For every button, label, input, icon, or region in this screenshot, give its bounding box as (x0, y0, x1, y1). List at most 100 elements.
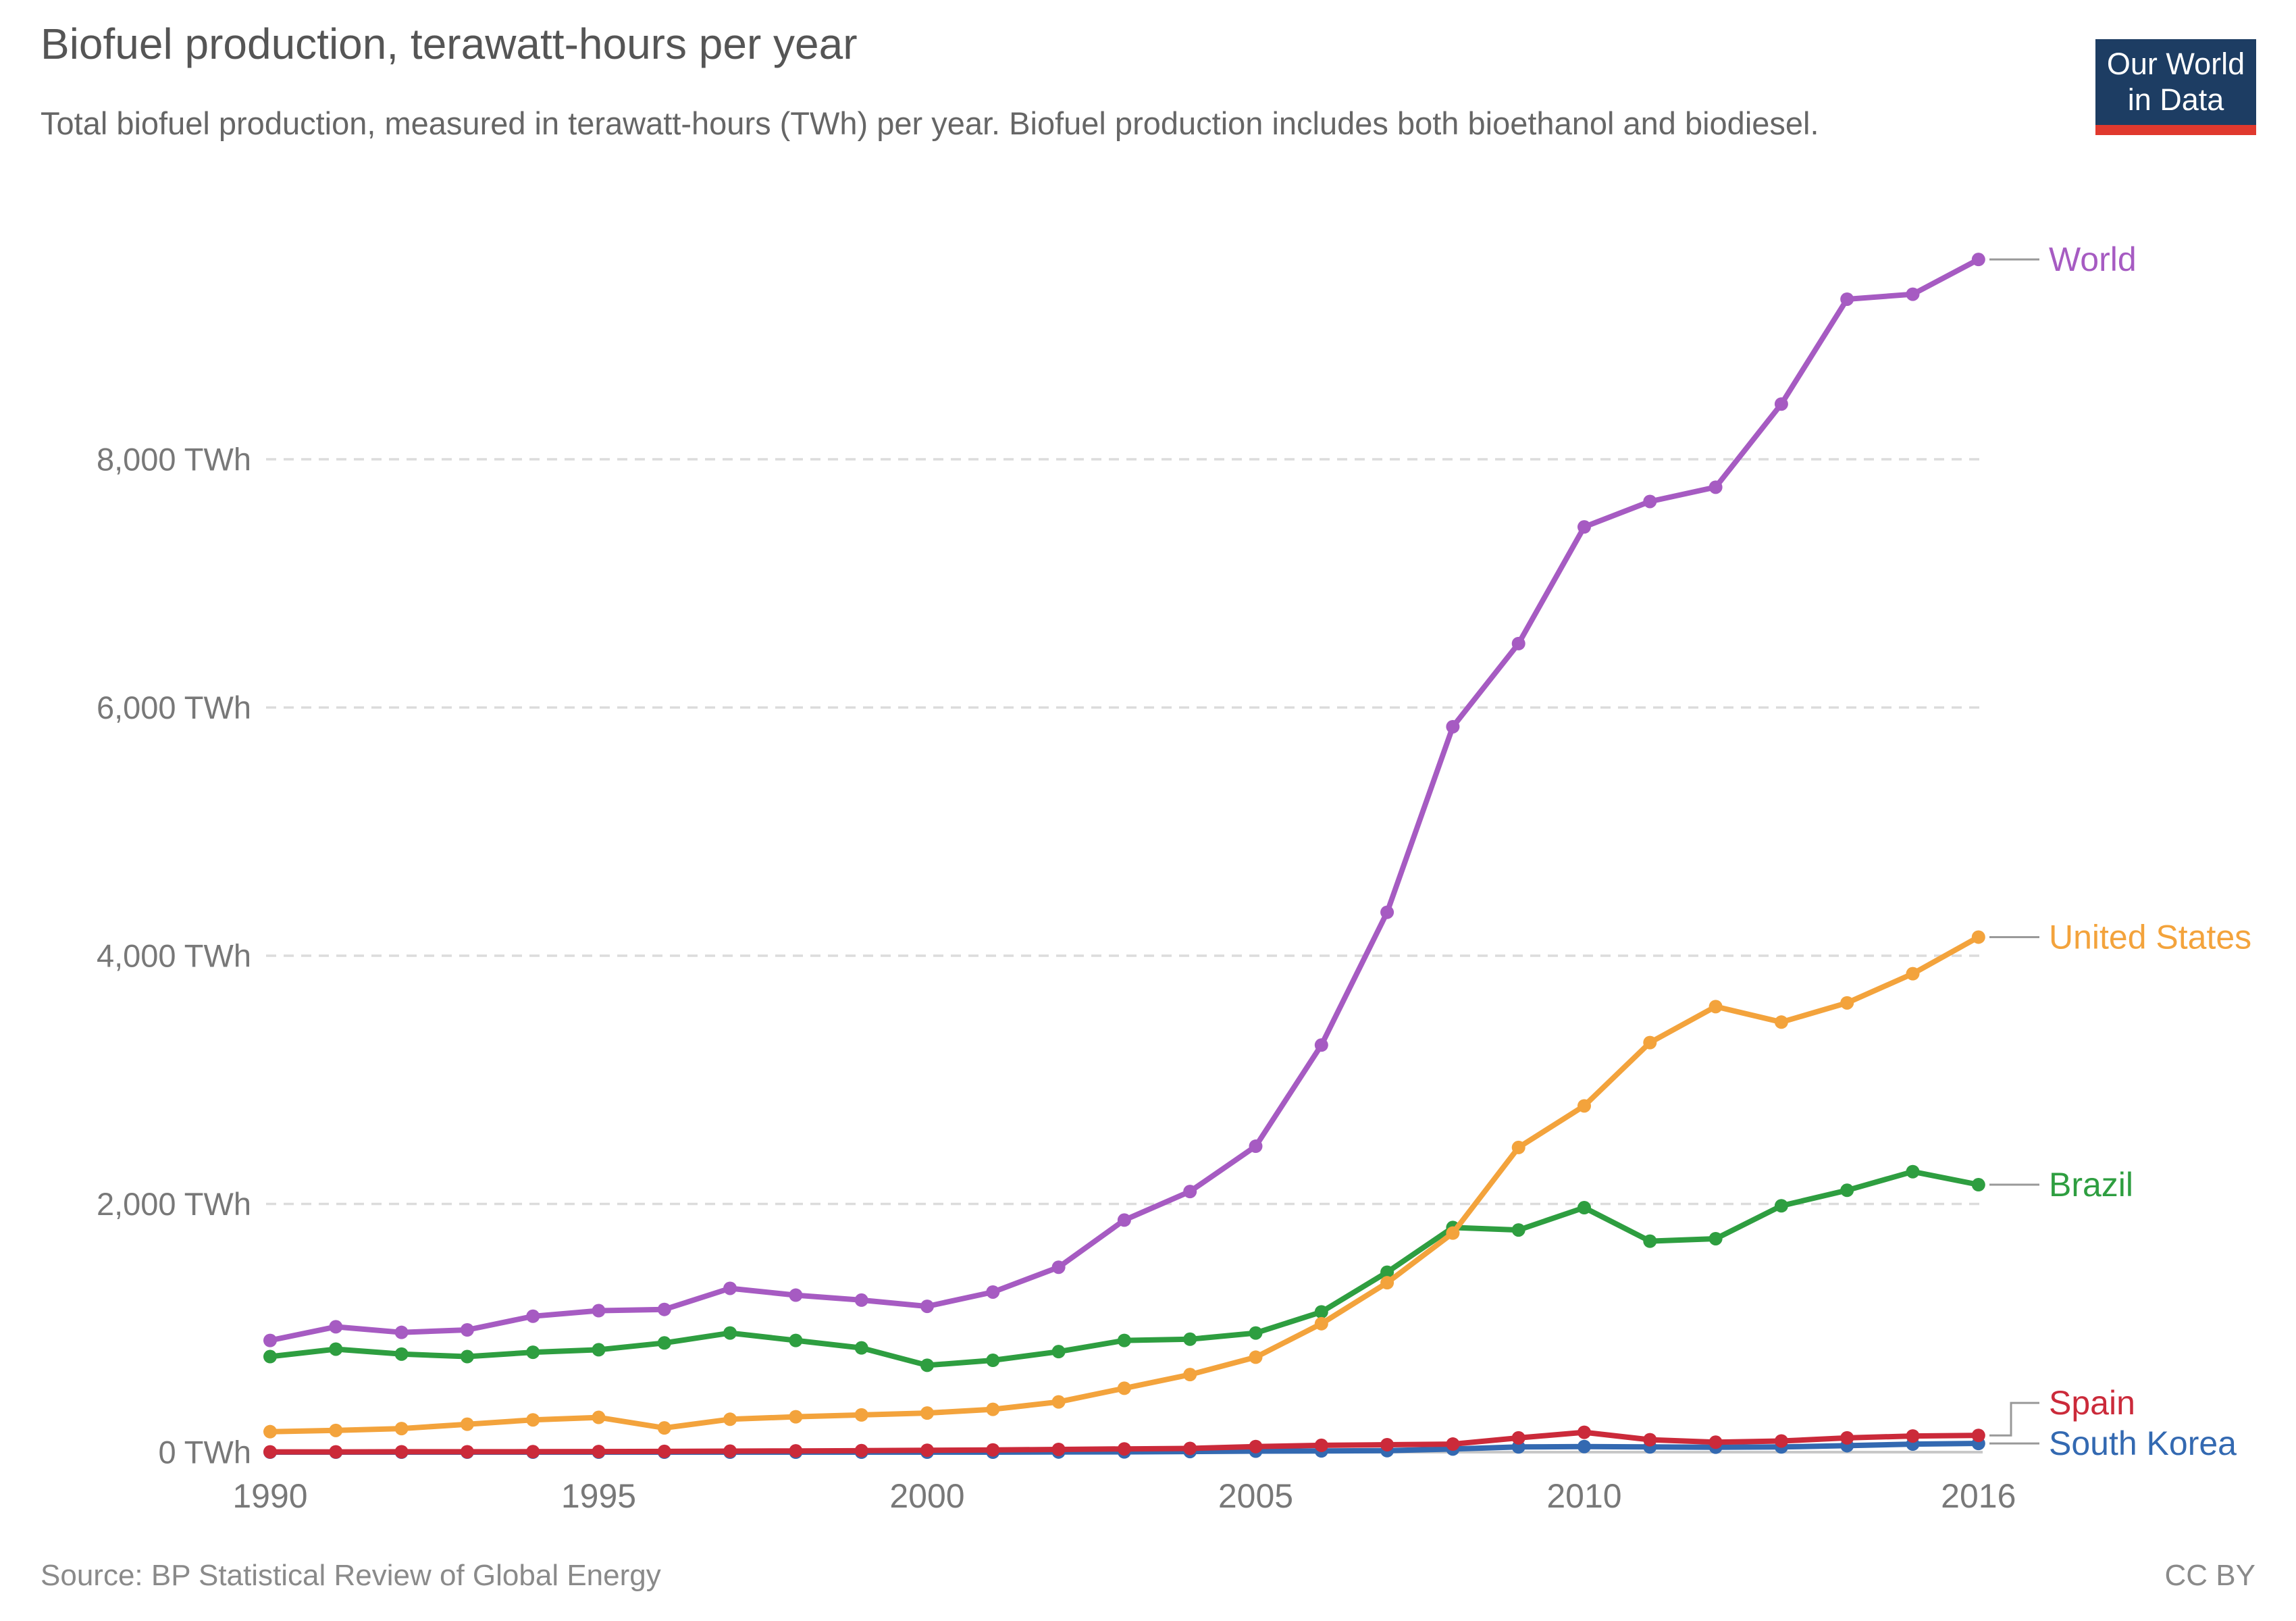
series-dot (394, 1422, 409, 1436)
series-dot (263, 1349, 277, 1364)
series-dot (460, 1417, 474, 1431)
series-dot (1577, 1425, 1591, 1439)
series-dot (854, 1341, 868, 1355)
series-dot (1249, 1439, 1263, 1453)
series-dot (526, 1413, 540, 1427)
series-dot (1051, 1395, 1066, 1409)
series-dot (789, 1444, 803, 1458)
series-label-spain: Spain (2049, 1384, 2135, 1422)
series-dot (263, 1333, 277, 1347)
series-dot (1051, 1260, 1066, 1275)
series-dot (329, 1342, 343, 1356)
series-dot (1577, 1201, 1591, 1215)
series-dot (657, 1336, 671, 1350)
series-label-brazil: Brazil (2049, 1166, 2133, 1204)
series-dot (1183, 1368, 1197, 1382)
series-dot (1314, 1438, 1328, 1452)
series-dot (1117, 1213, 1131, 1227)
series-dot (789, 1410, 803, 1424)
series-dot (1051, 1345, 1066, 1359)
series-dot (789, 1333, 803, 1347)
series-dot (1643, 494, 1657, 509)
series-dot (1183, 1185, 1197, 1199)
series-dot (592, 1343, 606, 1357)
series-dot (394, 1325, 409, 1339)
x-tick-label: 2010 (1546, 1477, 1621, 1515)
x-tick-label: 1995 (561, 1477, 636, 1515)
series-dot (1446, 1226, 1460, 1240)
series-dot (723, 1281, 737, 1295)
series-dot (1577, 1099, 1591, 1113)
series-dot (657, 1421, 671, 1435)
series-label-united-states: United States (2049, 918, 2251, 956)
series-dot (526, 1445, 540, 1459)
x-tick-label: 2016 (1941, 1477, 2016, 1515)
series-dot (1906, 1164, 1920, 1179)
series-dot (1971, 253, 1985, 267)
series-dot (1906, 287, 1920, 301)
series-dot (1971, 1178, 1985, 1192)
series-dot (1577, 1439, 1591, 1453)
series-dot (986, 1402, 1000, 1416)
series-dot (1380, 1437, 1394, 1451)
series-dot (1708, 1000, 1723, 1014)
series-dot (1840, 996, 1854, 1010)
x-tick-label: 2005 (1218, 1477, 1293, 1515)
series-dot (986, 1285, 1000, 1299)
series-dot (1906, 1429, 1920, 1443)
owid-logo-box: Our World in Data (2095, 39, 2256, 125)
series-dot (854, 1408, 868, 1422)
series-dot (263, 1424, 277, 1439)
series-dot (592, 1445, 606, 1459)
series-dot (1971, 930, 1985, 944)
license-text: CC BY (2164, 1559, 2255, 1592)
series-dot (1314, 1305, 1328, 1319)
series-dot (657, 1302, 671, 1316)
series-dot (986, 1354, 1000, 1368)
series-dot (1971, 1429, 1985, 1443)
series-dot (1117, 1333, 1131, 1347)
series-label-world: World (2049, 240, 2137, 278)
series-dot (1314, 1038, 1328, 1052)
series-dot (394, 1445, 409, 1459)
series-dot (1577, 520, 1591, 534)
series-dot (1840, 1183, 1854, 1198)
series-dot (1774, 1015, 1788, 1029)
series-dot (1380, 1265, 1394, 1279)
series-dot (1117, 1442, 1131, 1456)
series-dot (526, 1309, 540, 1323)
series-dot (1774, 1434, 1788, 1448)
series-dot (920, 1300, 934, 1314)
series-dot (1380, 905, 1394, 919)
owid-logo-line1: Our World (2106, 47, 2245, 82)
series-dot (1051, 1442, 1066, 1456)
x-tick-label: 2000 (889, 1477, 964, 1515)
series-dot (1249, 1350, 1263, 1364)
series-dot (1511, 1140, 1525, 1154)
series-dot (460, 1323, 474, 1337)
series-dot (460, 1349, 474, 1364)
series-dot (394, 1347, 409, 1361)
series-dot (592, 1304, 606, 1318)
x-tick-label: 1990 (232, 1477, 307, 1515)
series-dot (723, 1412, 737, 1426)
series-dot (1774, 397, 1788, 411)
source-text: Source: BP Statistical Review of Global … (41, 1559, 661, 1592)
series-dot (1380, 1276, 1394, 1290)
y-tick-label: 8,000 TWh (97, 442, 251, 478)
series-dot (1708, 480, 1723, 494)
series-dot (854, 1293, 868, 1307)
series-dot (1446, 1437, 1460, 1451)
series-dot (1511, 1431, 1525, 1445)
chart-footer: Source: BP Statistical Review of Global … (41, 1559, 2255, 1593)
series-dot (1840, 292, 1854, 306)
y-tick-label: 0 TWh (158, 1435, 251, 1470)
series-dot (1906, 967, 1920, 981)
page-subtitle: Total biofuel production, measured in te… (41, 105, 1819, 141)
series-dot (1840, 1431, 1854, 1445)
series-dot (854, 1443, 868, 1458)
series-dot (1774, 1199, 1788, 1213)
series-dot (1249, 1326, 1263, 1340)
